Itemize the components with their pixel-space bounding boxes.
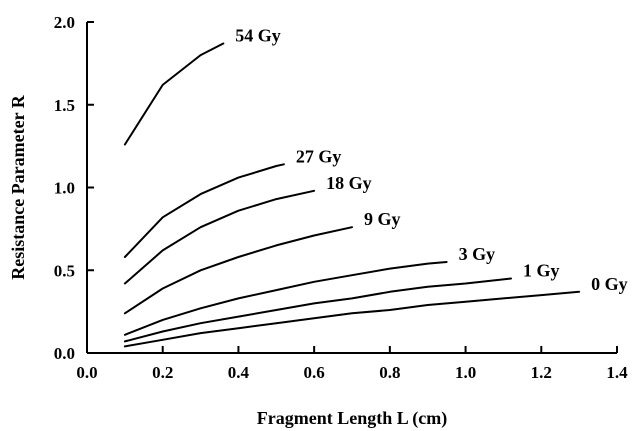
series-line-18-gy (123, 189, 316, 285)
series-line-54-gy (123, 42, 225, 146)
x-tick-label: 0.8 (379, 363, 400, 382)
y-tick-label: 1.5 (54, 96, 75, 115)
y-axis-title: Resistance Parameter R (8, 94, 28, 280)
x-tick-label: 1.4 (606, 363, 628, 382)
y-tick-label: 0.5 (54, 261, 75, 280)
x-axis-title: Fragment Length L (cm) (257, 408, 447, 429)
y-tick-label: 1.0 (54, 179, 75, 198)
series-line-0-gy (123, 290, 581, 348)
y-tick-label: 2.0 (54, 13, 75, 32)
y-tick-label: 0.0 (54, 344, 75, 363)
x-tick-label: 0.6 (304, 363, 325, 382)
series-label-54-gy: 54 Gy (235, 26, 281, 46)
series-label-27-gy: 27 Gy (296, 146, 342, 166)
series-label-9-gy: 9 Gy (364, 209, 401, 229)
series-label-3-gy: 3 Gy (459, 244, 496, 264)
series-label-0-gy: 0 Gy (591, 274, 628, 294)
x-tick-label: 0.0 (76, 363, 97, 382)
plot-area: 0.0 0.2 0.4 0.6 0.8 1.0 1.2 1.4 0.0 0.5 1.0 1.5 2.0 5… (54, 13, 628, 382)
series-line-1-gy (123, 277, 512, 343)
series-label-1-gy: 1 Gy (523, 261, 560, 281)
x-tick-label: 1.2 (531, 363, 552, 382)
series-line-9-gy (123, 226, 353, 315)
x-tick-label: 0.4 (228, 363, 250, 382)
series-label-18-gy: 18 Gy (326, 173, 372, 193)
x-tick-label: 1.0 (455, 363, 476, 382)
x-tick-label: 0.2 (152, 363, 173, 382)
series-line-3-gy (123, 261, 448, 336)
series-line-27-gy (123, 163, 285, 258)
